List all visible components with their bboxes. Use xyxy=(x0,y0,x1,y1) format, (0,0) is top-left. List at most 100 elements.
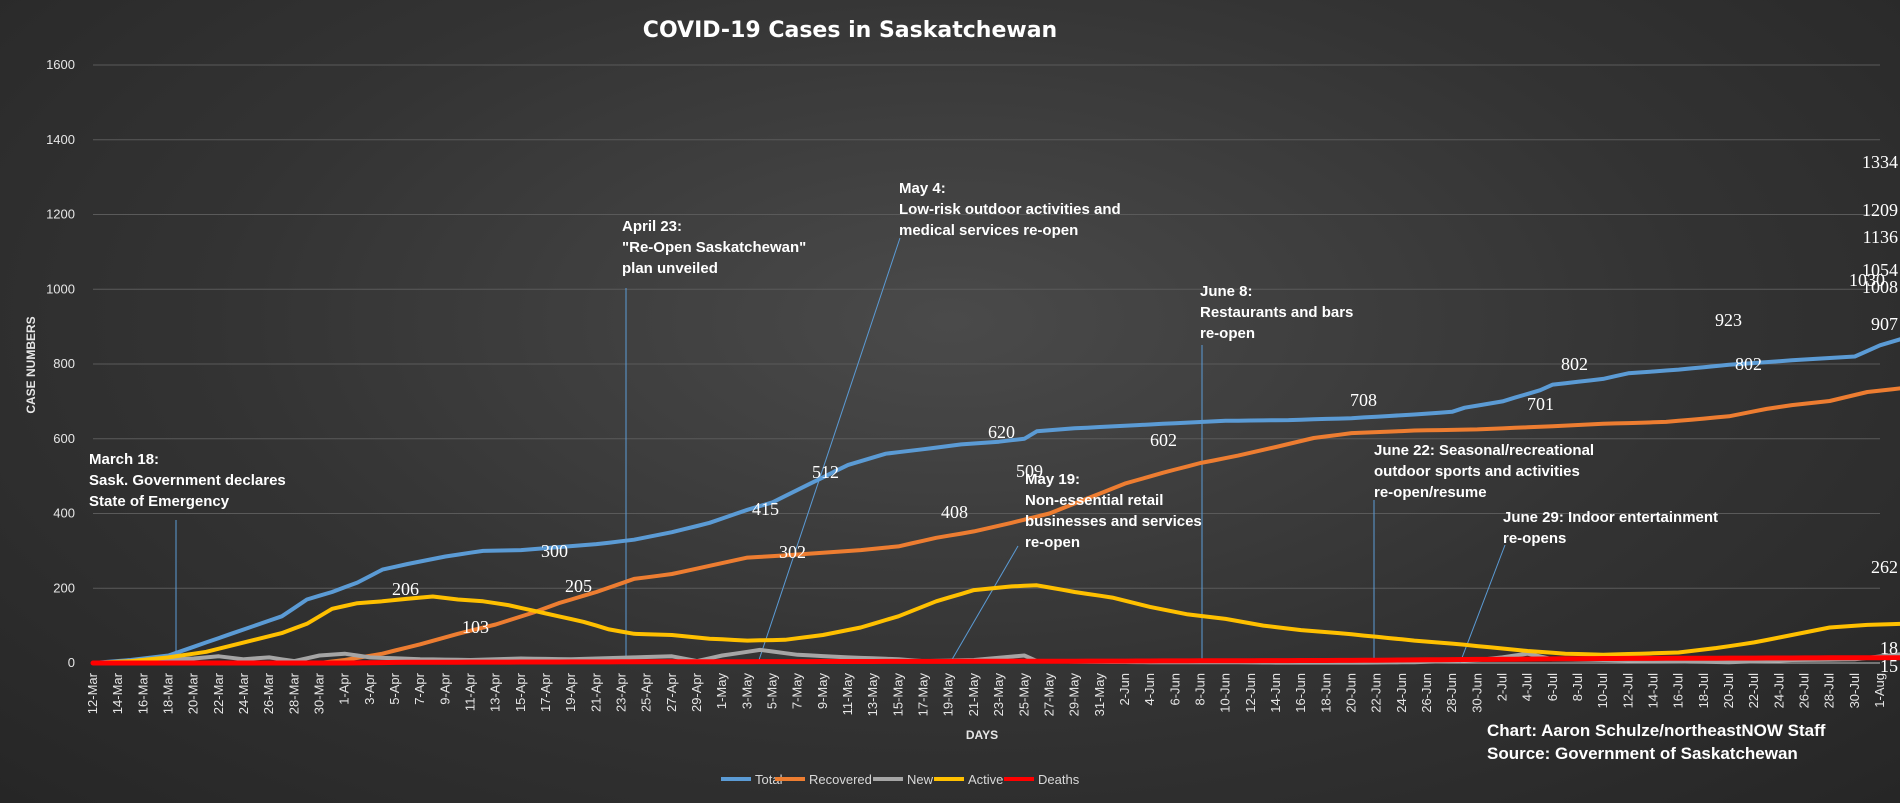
x-tick-label: 30-Jun xyxy=(1469,673,1484,713)
x-tick-label: 15-Apr xyxy=(513,672,528,712)
x-tick-label: 20-Jun xyxy=(1343,673,1358,713)
x-tick-label: 14-Mar xyxy=(110,672,125,714)
x-tick-label: 12-Jul xyxy=(1620,673,1635,709)
y-tick-label: 1000 xyxy=(46,281,75,296)
data-label-recovered: 907 xyxy=(1871,314,1898,334)
legend: Total Recovered New Active Deaths xyxy=(721,772,1080,787)
annotation-text: June 29: Indoor entertainment xyxy=(1503,509,1718,526)
x-tick-label: 3-Apr xyxy=(362,672,377,704)
x-tick-label: 8-Jul xyxy=(1570,673,1585,701)
x-axis-label: DAYS xyxy=(966,728,998,742)
data-label-total: 512 xyxy=(812,462,839,482)
data-label-total: 923 xyxy=(1715,310,1742,330)
x-tick-label: 30-Mar xyxy=(312,672,327,714)
series-line-active xyxy=(91,583,1900,665)
annotation-text: June 22: Seasonal/recreational xyxy=(1374,442,1594,459)
x-tick-label: 9-May xyxy=(815,673,830,710)
y-tick-label: 200 xyxy=(53,580,75,595)
x-tick-label: 18-Mar xyxy=(161,672,176,714)
x-tick-label: 28-Jun xyxy=(1444,673,1459,713)
x-tick-label: 21-May xyxy=(966,673,981,717)
annotation-text: plan unveiled xyxy=(622,260,718,277)
data-label-total: 415 xyxy=(752,499,779,519)
data-label-active: 103 xyxy=(462,617,489,637)
legend-label: Recovered xyxy=(809,772,872,787)
series-line-deaths xyxy=(90,655,1900,666)
data-label-active: 262 xyxy=(1871,557,1898,577)
x-tick-label: 10-Jul xyxy=(1595,673,1610,709)
y-tick-label: 1200 xyxy=(46,207,75,222)
x-tick-label: 28-Mar xyxy=(286,672,301,714)
x-tick-label: 6-Jun xyxy=(1167,673,1182,706)
annotation-line xyxy=(949,545,1019,664)
annotation-text: "Re-Open Saskatchewan" xyxy=(622,239,806,256)
x-tick-label: 22-Mar xyxy=(211,672,226,714)
data-label-recovered: 701 xyxy=(1527,394,1554,414)
source-line: Source: Government of Saskatchewan xyxy=(1487,744,1798,763)
y-axis-ticks: 0 200 400 600 800 1000 1200 1400 1600 xyxy=(46,57,75,670)
data-label-active: 206 xyxy=(392,579,419,599)
x-tick-label: 26-Jul xyxy=(1796,673,1811,709)
x-tick-label: 22-Jun xyxy=(1369,673,1384,713)
x-tick-label: 27-May xyxy=(1041,673,1056,717)
data-label-recovered: 1008 xyxy=(1862,277,1898,297)
x-tick-label: 25-Apr xyxy=(639,672,654,712)
legend-label: Active xyxy=(968,772,1003,787)
data-label-total: 1334 xyxy=(1862,152,1898,172)
x-tick-label: 5-Apr xyxy=(387,672,402,704)
x-tick-label: 26-Mar xyxy=(261,672,276,714)
annotation-text: May 4: xyxy=(899,180,946,197)
annotation-text: May 19: xyxy=(1025,471,1080,488)
x-tick-label: 14-Jun xyxy=(1268,673,1283,713)
data-label-recovered: 802 xyxy=(1735,354,1762,374)
x-tick-label: 20-Jul xyxy=(1721,673,1736,709)
x-tick-label: 1-May xyxy=(714,673,729,710)
x-axis-ticks: 12-Mar 14-Mar 16-Mar 18-Mar 20-Mar 22-Mar 24-M… xyxy=(85,672,1887,716)
series-lines xyxy=(90,337,1900,666)
annotation-text: Sask. Government declares xyxy=(89,472,286,489)
annotation-text: medical services re-open xyxy=(899,222,1078,239)
x-tick-label: 31-May xyxy=(1092,673,1107,717)
x-tick-label: 23-May xyxy=(991,673,1006,717)
x-tick-label: 3-May xyxy=(739,673,754,710)
annotation-text: outdoor sports and activities xyxy=(1374,463,1580,480)
data-label-total: 300 xyxy=(541,541,568,561)
y-tick-label: 600 xyxy=(53,431,75,446)
x-tick-label: 26-Jun xyxy=(1419,673,1434,713)
annotation-text: April 23: xyxy=(622,218,682,235)
annotation-line xyxy=(757,237,901,664)
y-tick-label: 0 xyxy=(68,655,75,670)
y-tick-label: 1400 xyxy=(46,132,75,147)
x-tick-label: 20-Mar xyxy=(186,672,201,714)
x-tick-label: 13-Apr xyxy=(488,672,503,712)
x-tick-label: 6-Jul xyxy=(1545,673,1560,701)
annotation-text: re-opens xyxy=(1503,530,1566,547)
data-label-new: 18 xyxy=(1880,638,1898,658)
data-label-total: 620 xyxy=(988,422,1015,442)
x-tick-label: 24-Mar xyxy=(236,672,251,714)
annotation-text: Non-essential retail xyxy=(1025,492,1163,509)
x-tick-label: 12-Jun xyxy=(1243,673,1258,713)
annotation-text: Low-risk outdoor activities and xyxy=(899,201,1121,218)
x-tick-label: 11-May xyxy=(840,673,855,716)
x-tick-label: 22-Jul xyxy=(1746,673,1761,709)
series-line-total xyxy=(91,337,1900,665)
x-tick-label: 17-Apr xyxy=(538,672,553,712)
x-tick-label: 10-Jun xyxy=(1218,673,1233,713)
x-tick-label: 19-Apr xyxy=(563,672,578,712)
x-tick-label: 29-Apr xyxy=(689,672,704,712)
data-label-recovered: 302 xyxy=(779,542,806,562)
data-label-total: 1209 xyxy=(1862,200,1898,220)
annotation-text: re-open/resume xyxy=(1374,484,1487,501)
data-label-total: 1136 xyxy=(1863,227,1898,247)
x-tick-label: 9-Apr xyxy=(437,672,452,704)
y-tick-label: 400 xyxy=(53,506,75,521)
annotation-text: Restaurants and bars xyxy=(1200,304,1353,321)
x-tick-label: 25-May xyxy=(1016,673,1031,717)
x-tick-label: 13-May xyxy=(865,673,880,717)
x-tick-label: 7-Apr xyxy=(412,672,427,704)
data-labels: 300 415 512 620 708 802 923 1030 1136 1209 1334 205… xyxy=(392,152,1898,676)
data-label-recovered: 602 xyxy=(1150,430,1177,450)
data-label-total: 708 xyxy=(1350,390,1377,410)
